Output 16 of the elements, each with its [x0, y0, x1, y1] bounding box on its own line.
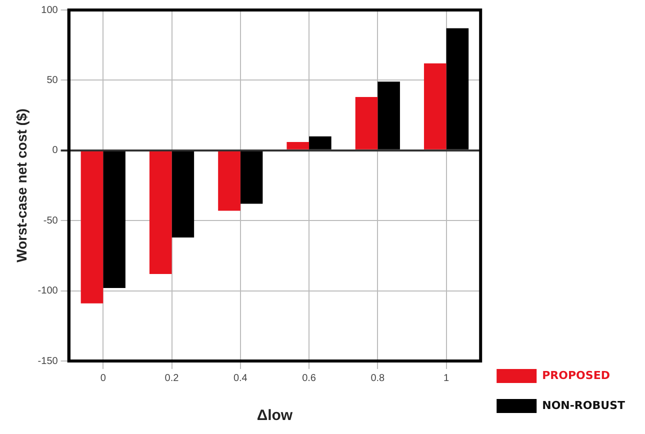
y-tick-label: -100	[38, 286, 58, 297]
x-axis-title: Δlow	[256, 407, 293, 424]
x-tick-label: 1	[444, 372, 450, 384]
y-tick-label: 100	[41, 4, 58, 16]
x-tick-label: 0.2	[164, 372, 180, 384]
x-tick-label: 0.6	[302, 372, 316, 384]
x-tick-label: 0.8	[370, 372, 386, 384]
x-tick-label: 0	[100, 372, 106, 384]
x-tick-label: 0.4	[233, 372, 248, 384]
y-axis-title: Worst-case net cost ($)	[13, 108, 30, 262]
y-tick-label: 0	[52, 145, 58, 156]
legend-label: PROPOSED	[542, 368, 610, 382]
y-tick-label: -50	[43, 215, 58, 226]
legend-label: NON-ROBUST	[542, 398, 626, 412]
y-tick-label: 50	[46, 74, 58, 86]
y-tick-label: -150	[38, 356, 58, 367]
